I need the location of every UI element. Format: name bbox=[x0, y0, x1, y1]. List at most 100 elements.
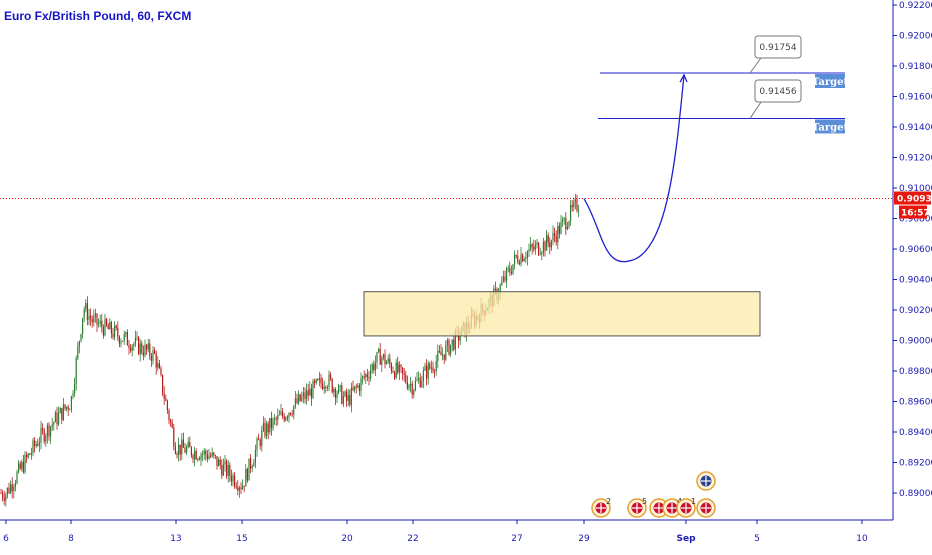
candle-body bbox=[259, 440, 261, 446]
candle-body bbox=[515, 255, 517, 257]
candle-body bbox=[222, 464, 224, 476]
candle-body bbox=[101, 320, 103, 328]
candle-body bbox=[125, 332, 127, 335]
candle-body bbox=[552, 232, 554, 241]
candle-body bbox=[38, 442, 40, 446]
candle-body bbox=[294, 398, 296, 406]
target-price-text: 0.91456 bbox=[759, 87, 796, 97]
candle-body bbox=[429, 363, 431, 369]
candle-body bbox=[558, 225, 560, 234]
candle-body bbox=[197, 458, 199, 460]
candle-body bbox=[315, 379, 317, 384]
candle-body bbox=[206, 454, 208, 459]
candle-body bbox=[205, 450, 207, 455]
candle-body bbox=[117, 328, 119, 337]
candle-body bbox=[406, 382, 408, 389]
candle-body bbox=[424, 366, 426, 371]
candle-body bbox=[2, 493, 4, 498]
candle-body bbox=[22, 462, 24, 473]
candle-body bbox=[322, 383, 324, 389]
candle-body bbox=[331, 378, 333, 393]
candle-body bbox=[517, 256, 519, 263]
candle-body bbox=[21, 462, 23, 469]
candle-body bbox=[261, 430, 263, 446]
candle-body bbox=[46, 424, 48, 437]
candle-body bbox=[374, 362, 376, 371]
candle-body bbox=[96, 313, 98, 325]
candle-body bbox=[520, 254, 522, 265]
candle-body bbox=[526, 251, 528, 259]
candle-body bbox=[354, 386, 356, 390]
candle-body bbox=[282, 411, 284, 416]
candle-body bbox=[219, 459, 221, 466]
candle-body bbox=[30, 452, 32, 455]
candle-body bbox=[66, 406, 68, 409]
candle-body bbox=[573, 201, 575, 208]
candle-body bbox=[318, 377, 320, 381]
candle-body bbox=[40, 428, 42, 443]
candle-body bbox=[554, 232, 556, 237]
projection-curve[interactable] bbox=[583, 74, 685, 263]
candle-body bbox=[523, 259, 525, 262]
candle-body bbox=[394, 372, 396, 378]
candle-body bbox=[555, 236, 557, 243]
candle-body bbox=[64, 404, 66, 409]
candle-body bbox=[514, 255, 516, 265]
candle-body bbox=[565, 218, 567, 230]
candle-body bbox=[499, 285, 501, 295]
candle-body bbox=[269, 418, 271, 433]
candle-body bbox=[250, 458, 252, 469]
candle-body bbox=[411, 383, 413, 395]
candle-body bbox=[438, 351, 440, 352]
candle-body bbox=[53, 422, 55, 425]
target-price-callout[interactable] bbox=[754, 79, 802, 103]
candle-body bbox=[574, 199, 576, 202]
candle-body bbox=[224, 461, 226, 465]
candle-body bbox=[275, 418, 277, 420]
target-price-callout[interactable] bbox=[754, 35, 802, 59]
candle-body bbox=[221, 465, 223, 476]
candle-body bbox=[144, 344, 146, 356]
candle-body bbox=[381, 357, 383, 365]
candle-body bbox=[379, 349, 381, 365]
candle-body bbox=[299, 394, 301, 401]
candle-body bbox=[242, 485, 244, 490]
candle-body bbox=[350, 387, 352, 405]
candle-body bbox=[67, 406, 69, 410]
candle-body bbox=[352, 387, 354, 390]
candle-body bbox=[270, 418, 272, 429]
candle-body bbox=[179, 444, 181, 455]
candle-body bbox=[86, 303, 88, 321]
candle-body bbox=[3, 497, 5, 501]
candle-body bbox=[134, 337, 136, 345]
time-axis[interactable]: 6 8 13 15 20 22 27 29 Sep 5 10 bbox=[3, 520, 868, 544]
candle-body bbox=[123, 334, 125, 341]
candle-body bbox=[227, 465, 229, 477]
candle-body bbox=[258, 439, 260, 441]
demand-zone[interactable] bbox=[363, 291, 761, 337]
candle-body bbox=[494, 288, 496, 290]
candle-body bbox=[506, 268, 508, 281]
candle-body bbox=[349, 395, 351, 405]
candle-body bbox=[29, 453, 31, 455]
candle-body bbox=[293, 405, 295, 415]
candle-body bbox=[34, 440, 36, 447]
candle-body bbox=[326, 387, 328, 388]
candle-body bbox=[550, 240, 552, 248]
candles-layer bbox=[0, 193, 580, 507]
candle-body bbox=[414, 380, 416, 390]
price-label: 0.89000 bbox=[899, 489, 932, 499]
candle-body bbox=[163, 393, 165, 399]
candle-body bbox=[363, 376, 365, 378]
candle-body bbox=[362, 376, 364, 379]
target-label: Target bbox=[812, 77, 849, 88]
